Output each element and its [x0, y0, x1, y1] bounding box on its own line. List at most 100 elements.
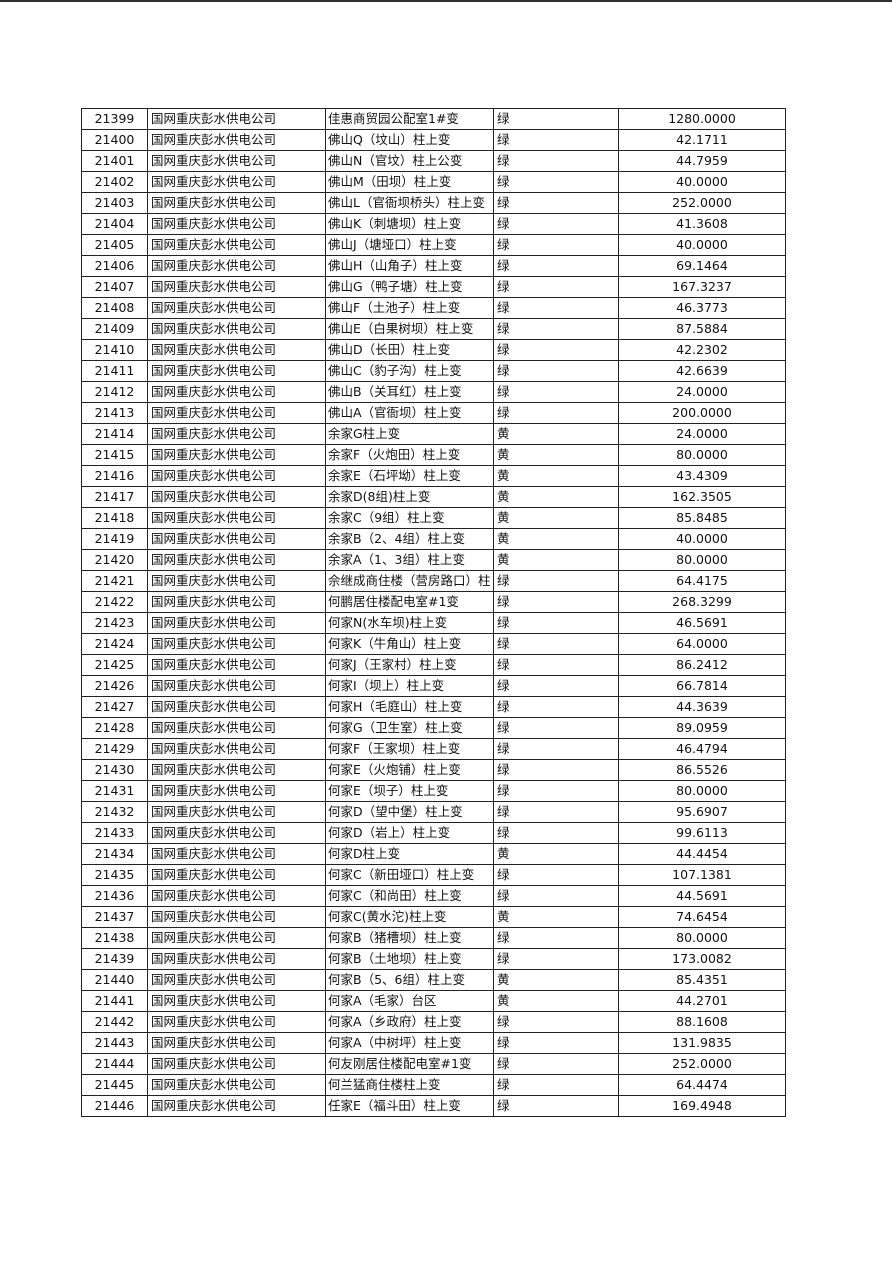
company-cell: 国网重庆彭水供电公司: [147, 654, 326, 676]
value-cell: 86.5526: [618, 759, 786, 781]
value-cell: 252.0000: [618, 192, 786, 214]
value-cell: 66.7814: [618, 675, 786, 697]
table-row: 21430 国网重庆彭水供电公司 何家E（火炮铺）柱上变绿 86.5526: [81, 759, 786, 781]
table-row: 21438 国网重庆彭水供电公司 何家B（猪槽坝）柱上变绿 80.0000: [81, 927, 786, 949]
value-cell: 173.0082: [618, 948, 786, 970]
table-row: 21406 国网重庆彭水供电公司 佛山H（山角子）柱上变绿 69.1464: [81, 255, 786, 277]
row-id-cell: 21405: [81, 234, 148, 256]
transformer-name-cell: 佘继成商住楼（营房路口）柱: [325, 570, 494, 592]
transformer-name-cell: 何家A（毛家）台区: [325, 990, 494, 1012]
transformer-name-cell: 何家C（和尚田）柱上变: [325, 885, 494, 907]
row-id-cell: 21411: [81, 360, 148, 382]
row-id-cell: 21409: [81, 318, 148, 340]
transformer-name-cell: 余家B（2、4组）柱上变: [325, 528, 494, 550]
status-cell: 黄: [493, 843, 619, 865]
table-row: 21421 国网重庆彭水供电公司 佘继成商住楼（营房路口）柱绿 64.4175: [81, 570, 786, 592]
transformer-name-cell: 佛山M（田坝）柱上变: [325, 171, 494, 193]
status-cell: 绿: [493, 1074, 619, 1096]
status-cell: 黄: [493, 906, 619, 928]
transformer-name-cell: 任家E（福斗田）柱上变: [325, 1095, 494, 1117]
company-cell: 国网重庆彭水供电公司: [147, 801, 326, 823]
transformer-name-cell: 佛山N（官坟）柱上公变: [325, 150, 494, 172]
row-id-cell: 21428: [81, 717, 148, 739]
status-cell: 绿: [493, 255, 619, 277]
table-row: 21413 国网重庆彭水供电公司 佛山A（官衙坝）柱上变绿 200.0000: [81, 402, 786, 424]
row-id-cell: 21417: [81, 486, 148, 508]
status-cell: 绿: [493, 402, 619, 424]
status-cell: 绿: [493, 738, 619, 760]
table-row: 21422 国网重庆彭水供电公司 何鹏居住楼配电室#1变绿 268.3299: [81, 591, 786, 613]
status-cell: 绿: [493, 1011, 619, 1033]
row-id-cell: 21420: [81, 549, 148, 571]
status-cell: 绿: [493, 213, 619, 235]
company-cell: 国网重庆彭水供电公司: [147, 1074, 326, 1096]
row-id-cell: 21403: [81, 192, 148, 214]
value-cell: 44.7959: [618, 150, 786, 172]
value-cell: 64.4175: [618, 570, 786, 592]
table-row: 21435 国网重庆彭水供电公司 何家C（新田垭口）柱上变绿 107.1381: [81, 864, 786, 886]
table-body: 21399 国网重庆彭水供电公司 佳惠商贸园公配室1#变绿 1280.0000 2140…: [81, 108, 786, 1117]
status-cell: 绿: [493, 276, 619, 298]
table-row: 21410 国网重庆彭水供电公司 佛山D（长田）柱上变绿 42.2302: [81, 339, 786, 361]
value-cell: 89.0959: [618, 717, 786, 739]
transformer-name-cell: 何家N(水车坝)柱上变: [325, 612, 494, 634]
company-cell: 国网重庆彭水供电公司: [147, 129, 326, 151]
row-id-cell: 21434: [81, 843, 148, 865]
transformer-name-cell: 何家B（土地坝）柱上变: [325, 948, 494, 970]
row-id-cell: 21416: [81, 465, 148, 487]
status-cell: 绿: [493, 696, 619, 718]
status-cell: 绿: [493, 297, 619, 319]
row-id-cell: 21427: [81, 696, 148, 718]
table-row: 21404 国网重庆彭水供电公司 佛山K（刺塘坝）柱上变绿 41.3608: [81, 213, 786, 235]
value-cell: 43.4309: [618, 465, 786, 487]
transformer-name-cell: 何家H（毛庭山）柱上变: [325, 696, 494, 718]
transformer-name-cell: 余家F（火炮田）柱上变: [325, 444, 494, 466]
company-cell: 国网重庆彭水供电公司: [147, 507, 326, 529]
status-cell: 绿: [493, 654, 619, 676]
table-row: 21405 国网重庆彭水供电公司 佛山J（塘垭口）柱上变绿 40.0000: [81, 234, 786, 256]
table-row: 21409 国网重庆彭水供电公司 佛山E（白果树坝）柱上变绿 87.5884: [81, 318, 786, 340]
status-cell: 黄: [493, 465, 619, 487]
transformer-name-cell: 佛山Q（坟山）柱上变: [325, 129, 494, 151]
value-cell: 87.5884: [618, 318, 786, 340]
value-cell: 80.0000: [618, 444, 786, 466]
status-cell: 绿: [493, 129, 619, 151]
company-cell: 国网重庆彭水供电公司: [147, 402, 326, 424]
company-cell: 国网重庆彭水供电公司: [147, 297, 326, 319]
row-id-cell: 21415: [81, 444, 148, 466]
table-row: 21407 国网重庆彭水供电公司 佛山G（鸭子塘）柱上变绿 167.3237: [81, 276, 786, 298]
status-cell: 绿: [493, 591, 619, 613]
company-cell: 国网重庆彭水供电公司: [147, 171, 326, 193]
company-cell: 国网重庆彭水供电公司: [147, 759, 326, 781]
company-cell: 国网重庆彭水供电公司: [147, 1011, 326, 1033]
transformer-name-cell: 何家C（新田垭口）柱上变: [325, 864, 494, 886]
transformer-name-cell: 何家A（乡政府）柱上变: [325, 1011, 494, 1033]
transformer-name-cell: 何家A（中树坪）柱上变: [325, 1032, 494, 1054]
value-cell: 69.1464: [618, 255, 786, 277]
table-row: 21437 国网重庆彭水供电公司 何家C(黄水沱)柱上变黄 74.6454: [81, 906, 786, 928]
company-cell: 国网重庆彭水供电公司: [147, 381, 326, 403]
table-row: 21446 国网重庆彭水供电公司 任家E（福斗田）柱上变绿 169.4948: [81, 1095, 786, 1117]
table-row: 21417 国网重庆彭水供电公司 余家D(8组)柱上变黄 162.3505: [81, 486, 786, 508]
status-cell: 绿: [493, 717, 619, 739]
transformer-name-cell: 何友刚居住楼配电室#1变: [325, 1053, 494, 1075]
row-id-cell: 21441: [81, 990, 148, 1012]
transformer-name-cell: 佛山G（鸭子塘）柱上变: [325, 276, 494, 298]
company-cell: 国网重庆彭水供电公司: [147, 864, 326, 886]
table-row: 21415 国网重庆彭水供电公司 余家F（火炮田）柱上变黄 80.0000: [81, 444, 786, 466]
transformer-name-cell: 佛山E（白果树坝）柱上变: [325, 318, 494, 340]
row-id-cell: 21408: [81, 297, 148, 319]
transformer-name-cell: 佛山C（豹子沟）柱上变: [325, 360, 494, 382]
table-row: 21444 国网重庆彭水供电公司 何友刚居住楼配电室#1变绿 252.0000: [81, 1053, 786, 1075]
company-cell: 国网重庆彭水供电公司: [147, 360, 326, 382]
company-cell: 国网重庆彭水供电公司: [147, 465, 326, 487]
row-id-cell: 21422: [81, 591, 148, 613]
table-row: 21427 国网重庆彭水供电公司 何家H（毛庭山）柱上变绿 44.3639: [81, 696, 786, 718]
row-id-cell: 21424: [81, 633, 148, 655]
value-cell: 42.2302: [618, 339, 786, 361]
company-cell: 国网重庆彭水供电公司: [147, 612, 326, 634]
row-id-cell: 21439: [81, 948, 148, 970]
table-row: 21434 国网重庆彭水供电公司 何家D柱上变黄 44.4454: [81, 843, 786, 865]
value-cell: 80.0000: [618, 549, 786, 571]
row-id-cell: 21426: [81, 675, 148, 697]
